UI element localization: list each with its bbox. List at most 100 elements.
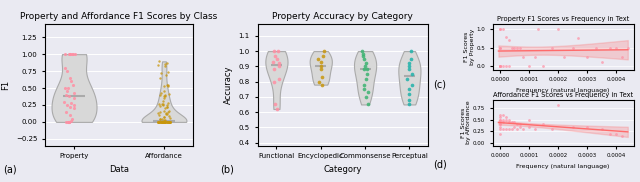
Point <box>159 84 169 87</box>
Point <box>498 120 508 123</box>
Point <box>495 123 505 126</box>
Point <box>159 89 169 92</box>
Point <box>270 54 280 57</box>
Point <box>159 120 170 123</box>
Point <box>157 120 167 123</box>
Point <box>404 98 414 101</box>
Point <box>518 128 528 130</box>
Point <box>495 28 505 31</box>
Title: Property F1 Scores vs Frequency in Text: Property F1 Scores vs Frequency in Text <box>497 16 629 22</box>
Point <box>163 84 173 87</box>
Point <box>532 28 543 31</box>
Point <box>269 80 279 83</box>
Point <box>504 128 514 130</box>
Point <box>605 132 616 135</box>
Point <box>161 64 171 67</box>
Point <box>611 46 621 49</box>
Point <box>506 128 516 130</box>
Point <box>316 68 326 71</box>
Point <box>518 55 528 58</box>
Title: Affordance F1 Scores vs Frequency in Text: Affordance F1 Scores vs Frequency in Tex… <box>493 92 633 98</box>
Point <box>495 28 505 31</box>
Point <box>61 104 72 106</box>
Point <box>157 120 167 123</box>
Point <box>161 106 172 109</box>
Point <box>362 72 372 75</box>
Point <box>361 77 371 80</box>
Point <box>63 120 73 123</box>
Point <box>64 53 74 56</box>
Point <box>65 53 75 56</box>
Point <box>500 65 511 68</box>
Y-axis label: Accuracy: Accuracy <box>224 65 233 104</box>
Point <box>500 128 511 130</box>
Point <box>524 65 534 68</box>
Point <box>530 55 540 58</box>
Point <box>158 99 168 102</box>
Point <box>155 77 165 80</box>
Point <box>512 128 522 130</box>
Point <box>163 83 173 86</box>
Point <box>318 54 328 57</box>
Point <box>160 95 170 98</box>
Point <box>159 120 170 123</box>
Point <box>495 65 505 68</box>
Point <box>67 117 77 120</box>
Point <box>160 119 170 122</box>
Point <box>504 39 514 42</box>
Point <box>165 120 175 123</box>
Point <box>155 105 165 108</box>
X-axis label: Category: Category <box>324 165 362 174</box>
Point <box>163 110 173 112</box>
Point <box>160 120 170 123</box>
Point <box>165 120 175 123</box>
Point <box>495 65 505 68</box>
Point <box>359 57 369 60</box>
Point <box>163 110 173 113</box>
Point <box>63 87 74 90</box>
Point <box>495 118 505 121</box>
Point <box>153 111 163 114</box>
Point <box>163 120 173 123</box>
Point <box>158 120 168 123</box>
Point <box>538 65 548 68</box>
Point <box>64 120 74 123</box>
Point <box>154 120 164 123</box>
Point <box>60 110 70 113</box>
Point <box>70 53 80 56</box>
Point <box>582 125 592 128</box>
Point <box>157 120 168 123</box>
Point <box>157 120 167 123</box>
Point <box>498 118 508 121</box>
Point <box>164 120 175 123</box>
Point <box>164 120 174 123</box>
Point <box>164 120 174 123</box>
Point <box>359 88 369 91</box>
Point <box>154 114 164 117</box>
Point <box>495 65 505 68</box>
Point <box>164 117 175 120</box>
Point <box>498 65 508 68</box>
Point <box>500 118 511 121</box>
Point <box>495 123 505 126</box>
Point <box>60 87 70 90</box>
Point <box>66 119 76 122</box>
Point <box>153 120 163 123</box>
Point <box>504 65 514 68</box>
Point <box>363 103 373 106</box>
Point <box>515 46 525 49</box>
Point <box>62 70 72 73</box>
Point <box>164 120 175 123</box>
Text: (c): (c) <box>433 79 447 89</box>
Point <box>157 120 168 123</box>
X-axis label: Data: Data <box>109 165 129 174</box>
Point <box>67 53 77 56</box>
Point <box>407 72 417 75</box>
Point <box>495 128 505 130</box>
Point <box>165 120 175 123</box>
Point <box>60 100 70 103</box>
Point <box>596 128 607 130</box>
Point <box>157 120 167 123</box>
Point <box>274 62 284 65</box>
Point <box>161 113 171 116</box>
